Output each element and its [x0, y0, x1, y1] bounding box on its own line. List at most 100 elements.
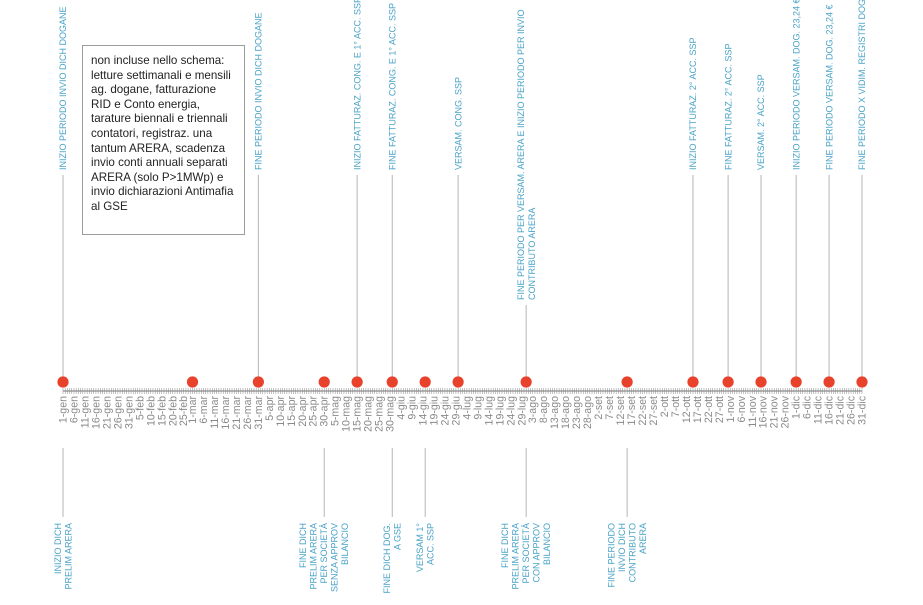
event-label-below: PRELIM ARERA: [511, 523, 521, 590]
date-tick-label: 9-lug: [472, 396, 484, 420]
event-label-below: INIZIO DICH: [53, 523, 63, 574]
event-label-below: CONTRIBUTO: [627, 523, 637, 582]
date-tick-label: 6-nov: [736, 395, 748, 422]
date-tick-label: 30-apr: [319, 396, 331, 427]
date-tick-label: 5-mag: [330, 396, 342, 426]
date-tick-label: 1-dic: [791, 395, 803, 419]
date-tick-label: 28-ago: [582, 396, 594, 429]
date-tick-label: 7-set: [604, 396, 616, 420]
event-marker: [790, 376, 802, 388]
date-tick-label: 4-giu: [396, 396, 408, 420]
date-tick-label: 4-lug: [461, 396, 473, 420]
date-tick-label: 16-nov: [758, 395, 770, 428]
event-marker: [419, 376, 431, 388]
date-tick-label: 11-mar: [209, 396, 221, 429]
date-tick-label: 3-ago: [527, 396, 539, 423]
date-tick-label: 17-ott: [692, 396, 704, 423]
date-tick-label: 6-dic: [802, 395, 814, 419]
date-tick-label: 20-mag: [363, 396, 375, 432]
date-tick-label: 17-set: [626, 396, 638, 425]
event-label-above: INIZIO FATTURAZ. CONG. E 1° ACC. SSP: [352, 0, 362, 170]
event-label-below: INVIO DICH: [617, 523, 627, 572]
date-tick-label: 1-nov: [725, 395, 737, 422]
date-tick-label: 31-mar: [253, 396, 265, 430]
date-tick-labels: 1-gen6-gen11-gen16-gen21-gen26-gen31-gen…: [58, 395, 869, 432]
event-marker: [755, 376, 767, 388]
date-tick-label: 15-mag: [352, 396, 364, 432]
date-tick-label: 10-apr: [275, 396, 287, 427]
date-tick-label: 18-ago: [560, 396, 572, 429]
date-tick-label: 20-feb: [167, 396, 179, 426]
date-tick-label: 8-ago: [538, 396, 550, 423]
date-tick-label: 29-giu: [450, 396, 462, 426]
event-label-below: PRELIM ARERA: [309, 523, 319, 590]
event-label-below: PER SOCIETÀ: [521, 523, 531, 584]
date-tick-label: 7-ott: [670, 396, 682, 417]
date-tick-label: 11-gen: [79, 396, 91, 428]
date-tick-label: 26-dic: [846, 395, 858, 425]
date-tick-label: 25-apr: [308, 396, 320, 427]
date-tick-label: 21-gen: [101, 396, 113, 429]
event-marker: [452, 376, 464, 388]
date-tick-label: 27-set: [648, 396, 660, 425]
date-tick-label: 11-dic: [813, 395, 825, 424]
date-tick-label: 25-feb: [178, 396, 190, 426]
event-label-above: VERSAM. 2° ACC. SSP: [756, 74, 766, 170]
event-marker: [856, 376, 868, 388]
date-tick-label: 1-mar: [187, 396, 199, 424]
event-marker: [318, 376, 330, 388]
excluded-items-note: non incluse nello schema: letture settim…: [82, 45, 245, 235]
date-tick-label: 22-ott: [703, 396, 715, 423]
date-tick-label: 26-nov: [780, 395, 792, 428]
event-label-below: BILANCIO: [340, 523, 350, 565]
event-label-below: BILANCIO: [542, 523, 552, 565]
event-marker: [823, 376, 835, 388]
event-marker: [621, 376, 633, 388]
date-tick-label: 21-dic: [835, 395, 847, 425]
date-tick-label: 24-lug: [505, 396, 517, 426]
date-tick-label: 21-mar: [231, 396, 243, 430]
date-tick-label: 14-lug: [483, 396, 495, 426]
date-tick-label: 19-giu: [428, 396, 440, 426]
date-tick-label: 12-ott: [681, 396, 693, 423]
date-tick-label: 14-giu: [417, 396, 429, 426]
date-tick-label: 26-gen: [112, 396, 124, 429]
date-tick-label: 13-ago: [549, 396, 561, 429]
event-marker: [252, 376, 264, 388]
date-tick-label: 5-apr: [264, 396, 276, 421]
event-label-above: FINE FATTURAZ. CONG. E 1° ACC. SSP: [387, 3, 397, 170]
event-label-below: ARERA: [638, 523, 648, 554]
date-tick-label: 6-gen: [68, 396, 80, 423]
event-label-below: PER SOCIETÀ: [319, 523, 329, 584]
event-label-above: INIZIO FATTURAZ. 2° ACC. SSP: [688, 38, 698, 170]
axis-minor-ticks: [62, 388, 863, 394]
timeline-axis: [62, 388, 863, 394]
date-tick-label: 5-feb: [134, 396, 146, 420]
date-tick-label: 2-set: [593, 396, 605, 420]
event-marker: [520, 376, 532, 388]
date-tick-label: 16-dic: [824, 395, 836, 425]
date-tick-label: 10-feb: [145, 396, 157, 426]
event-label-above: INIZIO PERIODO INVIO DICH DOGANE: [58, 6, 68, 170]
event-marker: [722, 376, 734, 388]
date-tick-label: 19-lug: [494, 396, 506, 426]
date-tick-label: 10-mag: [341, 396, 353, 432]
event-label-below: ACC. SSP: [425, 523, 435, 565]
date-tick-label: 15-feb: [156, 396, 168, 426]
event-label-above: FINE PERIODO PER VERSAM. ARERA E INIZIO …: [516, 9, 526, 300]
event-label-below: VERSAM 1°: [415, 523, 425, 573]
event-marker: [57, 376, 69, 388]
date-tick-label: 16-mar: [220, 396, 232, 430]
date-tick-label: 21-nov: [769, 395, 781, 428]
date-tick-label: 16-gen: [90, 396, 102, 429]
event-label-below: FINE PERIODO: [606, 523, 616, 588]
event-markers: [57, 376, 868, 388]
event-label-below: FINE DICH: [500, 523, 510, 568]
date-tick-label: 31-gen: [123, 396, 135, 429]
event-label-above: FINE PERIODO X VIDIM. REGISTRI DOG.: [857, 0, 867, 170]
event-label-above: CONTRIBUTO ARERA: [527, 208, 537, 300]
event-marker: [386, 376, 398, 388]
date-tick-label: 31-dic: [857, 395, 869, 425]
date-tick-label: 9-giu: [407, 396, 419, 420]
